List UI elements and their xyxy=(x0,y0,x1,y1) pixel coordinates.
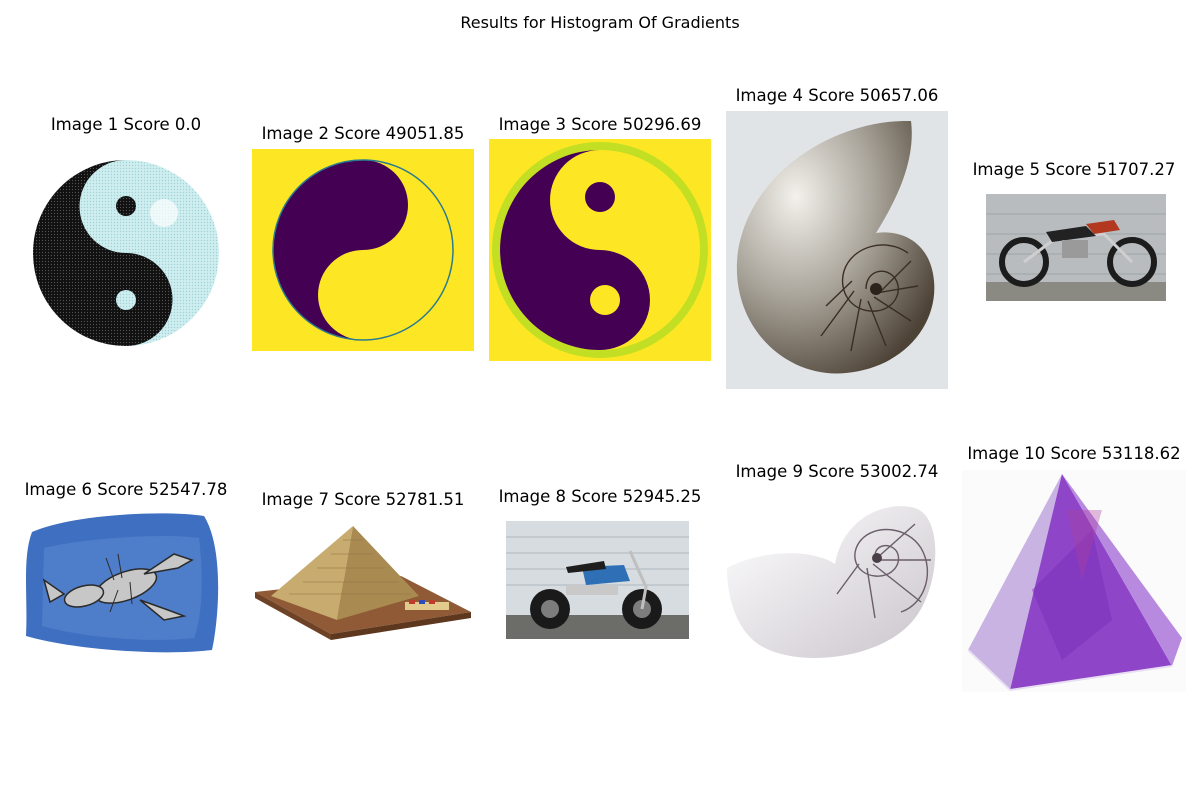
result-cell-1: Image 1 Score 0.0 xyxy=(14,115,238,365)
mini-bike-icon xyxy=(506,521,689,639)
result-cell-5: Image 5 Score 51707.27 xyxy=(962,160,1186,306)
result-cell-4: Image 4 Score 50657.06 xyxy=(725,86,949,392)
result-cell-9: Image 9 Score 53002.74 xyxy=(725,462,949,672)
result-label-4: Image 4 Score 50657.06 xyxy=(735,86,939,105)
result-cell-7: Image 7 Score 52781.51 xyxy=(251,490,475,650)
result-cell-3: Image 3 Score 50296.69 xyxy=(488,115,712,365)
result-cell-8: Image 8 Score 52945.25 xyxy=(488,487,712,647)
result-cell-10: Image 10 Score 53118.62 xyxy=(962,444,1186,694)
result-cell-2: Image 2 Score 49051.85 xyxy=(251,124,475,354)
lobster-drawing-icon xyxy=(14,508,238,656)
nautilus-shell-icon xyxy=(726,111,948,389)
yin-yang-dotted-icon xyxy=(14,143,238,361)
result-label-9: Image 9 Score 53002.74 xyxy=(735,462,939,481)
result-label-7: Image 7 Score 52781.51 xyxy=(261,490,465,509)
nautilus-shell-white-icon xyxy=(725,498,949,668)
result-label-1: Image 1 Score 0.0 xyxy=(50,115,202,134)
result-cell-6: Image 6 Score 52547.78 xyxy=(14,480,238,660)
result-label-2: Image 2 Score 49051.85 xyxy=(261,124,465,143)
amethyst-pyramid-icon xyxy=(962,470,1186,692)
result-label-3: Image 3 Score 50296.69 xyxy=(498,115,702,134)
figure-title: Results for Histogram Of Gradients xyxy=(460,13,740,32)
pyramid-model-icon xyxy=(251,520,475,644)
result-label-5: Image 5 Score 51707.27 xyxy=(972,160,1176,179)
yin-yang-ringed-icon xyxy=(489,139,711,361)
result-label-6: Image 6 Score 52547.78 xyxy=(24,480,228,499)
yin-yang-purple-yellow-icon xyxy=(252,149,474,351)
result-label-8: Image 8 Score 52945.25 xyxy=(498,487,702,506)
dirt-bike-icon xyxy=(986,194,1166,301)
result-label-10: Image 10 Score 53118.62 xyxy=(967,444,1181,463)
